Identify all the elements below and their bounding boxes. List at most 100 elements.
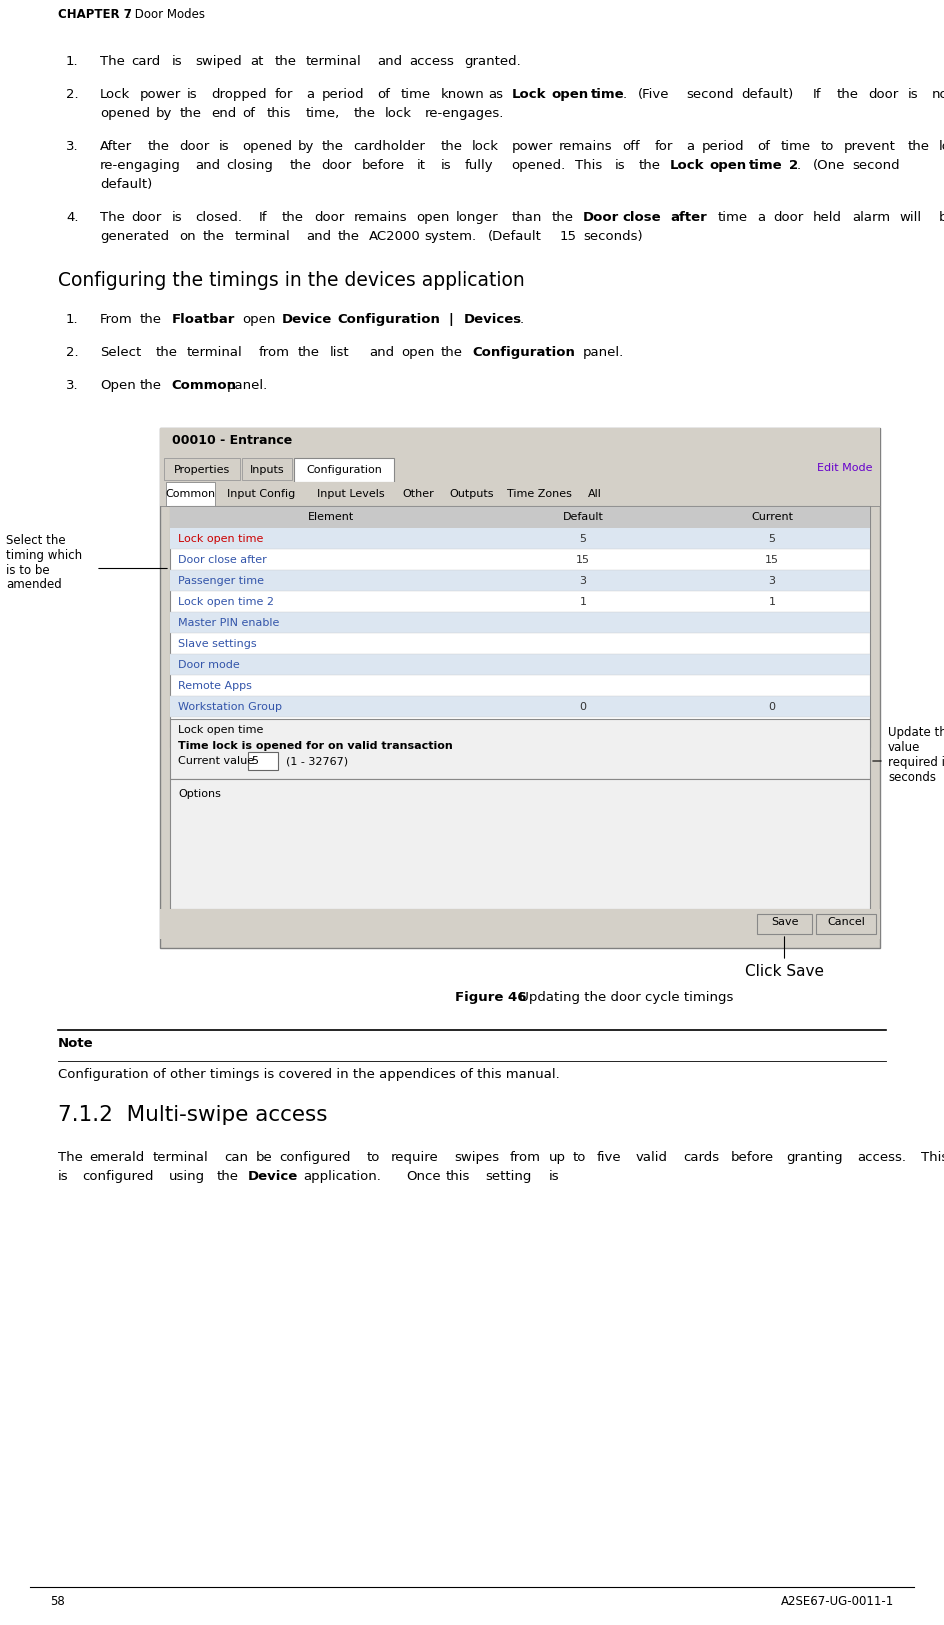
- Text: 5: 5: [768, 533, 776, 543]
- Text: CHAPTER 7: CHAPTER 7: [58, 8, 132, 21]
- Text: as: as: [488, 88, 503, 101]
- Text: than: than: [512, 211, 542, 224]
- Bar: [160, 427, 880, 458]
- Bar: [170, 653, 870, 674]
- Text: five: five: [597, 1150, 621, 1164]
- Text: 5: 5: [580, 533, 586, 543]
- Text: Update the
value
required in
seconds: Update the value required in seconds: [888, 726, 944, 783]
- Text: before: before: [362, 159, 404, 172]
- Text: After: After: [100, 140, 132, 153]
- Text: Outputs: Outputs: [449, 489, 494, 499]
- Text: the: the: [322, 140, 344, 153]
- Text: cardholder: cardholder: [353, 140, 425, 153]
- Text: dropped: dropped: [211, 88, 266, 101]
- Text: the: the: [638, 159, 661, 172]
- Text: for: for: [654, 140, 672, 153]
- Text: Input Config: Input Config: [228, 489, 295, 499]
- Text: Current: Current: [751, 512, 793, 522]
- Text: application.: application.: [303, 1170, 381, 1183]
- Bar: [170, 696, 870, 717]
- Text: re-engaging: re-engaging: [100, 159, 181, 172]
- Text: Select: Select: [100, 346, 142, 359]
- Text: time: time: [401, 88, 431, 101]
- Bar: [170, 505, 870, 528]
- Text: If: If: [259, 211, 267, 224]
- Text: from: from: [509, 1150, 540, 1164]
- Text: Door close after: Door close after: [178, 554, 267, 564]
- Text: 3.: 3.: [66, 379, 78, 392]
- Text: end: end: [211, 107, 236, 120]
- Text: and: and: [369, 346, 395, 359]
- Text: the: the: [156, 346, 177, 359]
- Text: 15: 15: [765, 554, 779, 564]
- Text: 0: 0: [580, 702, 586, 712]
- Text: prevent: prevent: [844, 140, 896, 153]
- Text: second: second: [686, 88, 733, 101]
- Text: Lock: Lock: [670, 159, 704, 172]
- Bar: [170, 718, 870, 778]
- Text: Slave settings: Slave settings: [178, 639, 257, 648]
- Text: is: is: [219, 140, 229, 153]
- Text: this: this: [446, 1170, 470, 1183]
- Text: by: by: [156, 107, 172, 120]
- Text: lock: lock: [385, 107, 412, 120]
- Text: known: known: [441, 88, 484, 101]
- Text: and: and: [306, 231, 331, 244]
- Text: configured: configured: [82, 1170, 153, 1183]
- Text: terminal: terminal: [187, 346, 243, 359]
- Text: time: time: [591, 88, 625, 101]
- Text: the: the: [298, 346, 320, 359]
- Text: the: the: [282, 211, 304, 224]
- Text: system.: system.: [425, 231, 477, 244]
- Text: Door: Door: [582, 211, 619, 224]
- Text: power: power: [512, 140, 553, 153]
- Text: swipes: swipes: [454, 1150, 499, 1164]
- Bar: [816, 913, 876, 934]
- Text: the: the: [140, 314, 161, 327]
- Text: the: the: [140, 379, 161, 392]
- Text: Device: Device: [248, 1170, 298, 1183]
- Text: the: the: [274, 55, 296, 68]
- Text: Lock open time 2: Lock open time 2: [178, 596, 274, 606]
- Text: to: to: [367, 1150, 380, 1164]
- Text: close: close: [622, 211, 661, 224]
- Text: Lock: Lock: [512, 88, 547, 101]
- Text: will: will: [900, 211, 921, 224]
- Text: at: at: [250, 55, 263, 68]
- Text: is: is: [58, 1170, 69, 1183]
- Text: the: the: [441, 346, 463, 359]
- Text: door: door: [322, 159, 352, 172]
- Bar: [170, 778, 870, 908]
- Text: terminal: terminal: [153, 1150, 209, 1164]
- Text: Select the
timing which
is to be
amended: Select the timing which is to be amended: [6, 533, 82, 592]
- Text: to: to: [573, 1150, 586, 1164]
- Text: after: after: [670, 211, 707, 224]
- Text: before: before: [731, 1150, 774, 1164]
- Text: and: and: [195, 159, 220, 172]
- Text: Figure 46: Figure 46: [455, 991, 527, 1004]
- Text: alarm: alarm: [852, 211, 890, 224]
- Text: This: This: [921, 1150, 944, 1164]
- Bar: [160, 458, 880, 483]
- Bar: [294, 458, 394, 483]
- Text: configured: configured: [279, 1150, 351, 1164]
- Text: terminal: terminal: [306, 55, 362, 68]
- Text: remains: remains: [559, 140, 613, 153]
- Text: : Door Modes: : Door Modes: [127, 8, 205, 21]
- Text: Device: Device: [282, 314, 332, 327]
- Text: require: require: [391, 1150, 438, 1164]
- Text: time: time: [781, 140, 811, 153]
- Text: emerald: emerald: [90, 1150, 145, 1164]
- Text: is: is: [441, 159, 451, 172]
- Bar: [166, 483, 214, 505]
- Text: using: using: [169, 1170, 205, 1183]
- Text: time: time: [750, 159, 783, 172]
- Text: door: door: [131, 211, 162, 224]
- Text: .: .: [622, 88, 627, 101]
- Text: setting: setting: [485, 1170, 531, 1183]
- Text: card: card: [131, 55, 160, 68]
- Text: Open: Open: [100, 379, 136, 392]
- Text: Lock open time: Lock open time: [178, 725, 263, 734]
- Text: not: not: [931, 88, 944, 101]
- Bar: [160, 483, 880, 505]
